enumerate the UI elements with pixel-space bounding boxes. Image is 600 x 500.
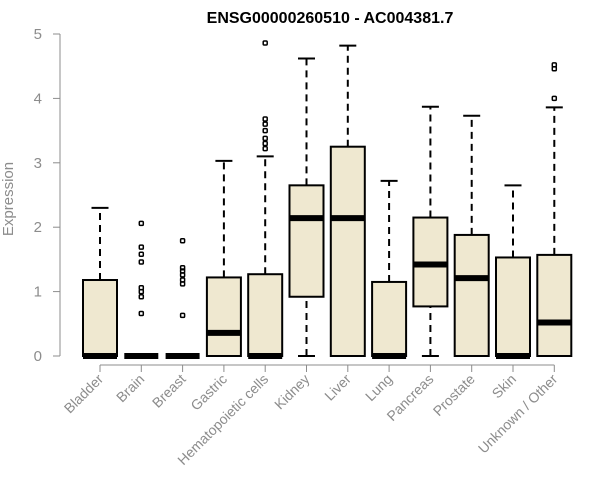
x-tick-label: Liver [321,371,354,404]
box-group-unknown-other [536,62,573,357]
outlier-point [138,251,145,257]
outlier-point [179,237,186,244]
y-tick-label: 1 [34,284,42,301]
box-group-breast [165,237,200,359]
y-axis-label: Expression [0,162,17,236]
outlier-point [179,265,186,271]
box-group-pancreas [412,105,449,357]
box [205,276,242,358]
outlier-point [138,259,145,265]
box-group-lung [371,179,408,359]
box-group-prostate [453,114,490,357]
x-tick-label: Brain [113,371,147,405]
outlier-point [138,294,145,300]
outlier-point [138,284,145,291]
box-group-kidney [288,57,325,357]
outlier-point [262,145,268,152]
x-tick-label: Prostate [430,371,478,419]
box [495,256,531,357]
x-tick-label: Skin [489,371,520,402]
box [82,279,118,357]
y-tick-label: 4 [34,90,42,107]
box [288,184,325,298]
outlier-point [262,40,268,46]
y-tick-label: 5 [34,26,42,43]
y-tick-label: 2 [34,219,42,236]
chart-title: ENSG00000260510 - AC004381.7 [207,10,454,27]
x-tick-label: Kidney [271,371,313,413]
outlier-point [262,121,268,127]
box-group-brain [124,220,159,359]
outlier-point [262,140,268,147]
box [371,280,408,357]
box-group-skin [495,184,531,359]
box-group-gastric [205,159,242,358]
outlier-point [262,135,268,142]
y-tick-label: 0 [34,348,42,365]
outlier-point [138,220,145,227]
outlier-point [138,244,145,250]
y-axis: 0 1 2 3 4 5 [34,26,61,365]
box-group-hematopoietic-cells [247,40,284,359]
outlier-point [262,127,268,134]
x-tick-label: Lung [362,371,395,404]
outlier-point [551,62,558,68]
x-tick-label: Bladder [61,371,107,417]
boxes-layer [82,40,573,359]
outlier-point [551,95,558,102]
outlier-point [179,277,186,283]
box [247,273,284,358]
outlier-point [262,116,268,122]
y-tick-label: 3 [34,155,42,172]
x-tick-label: Breast [149,371,189,411]
box-group-liver [329,44,366,357]
box [453,233,490,357]
box-group-bladder [82,206,118,359]
box [536,253,573,357]
box [329,145,366,357]
outlier-point [179,312,186,319]
outlier-point [179,268,186,274]
outlier-point [138,310,145,317]
